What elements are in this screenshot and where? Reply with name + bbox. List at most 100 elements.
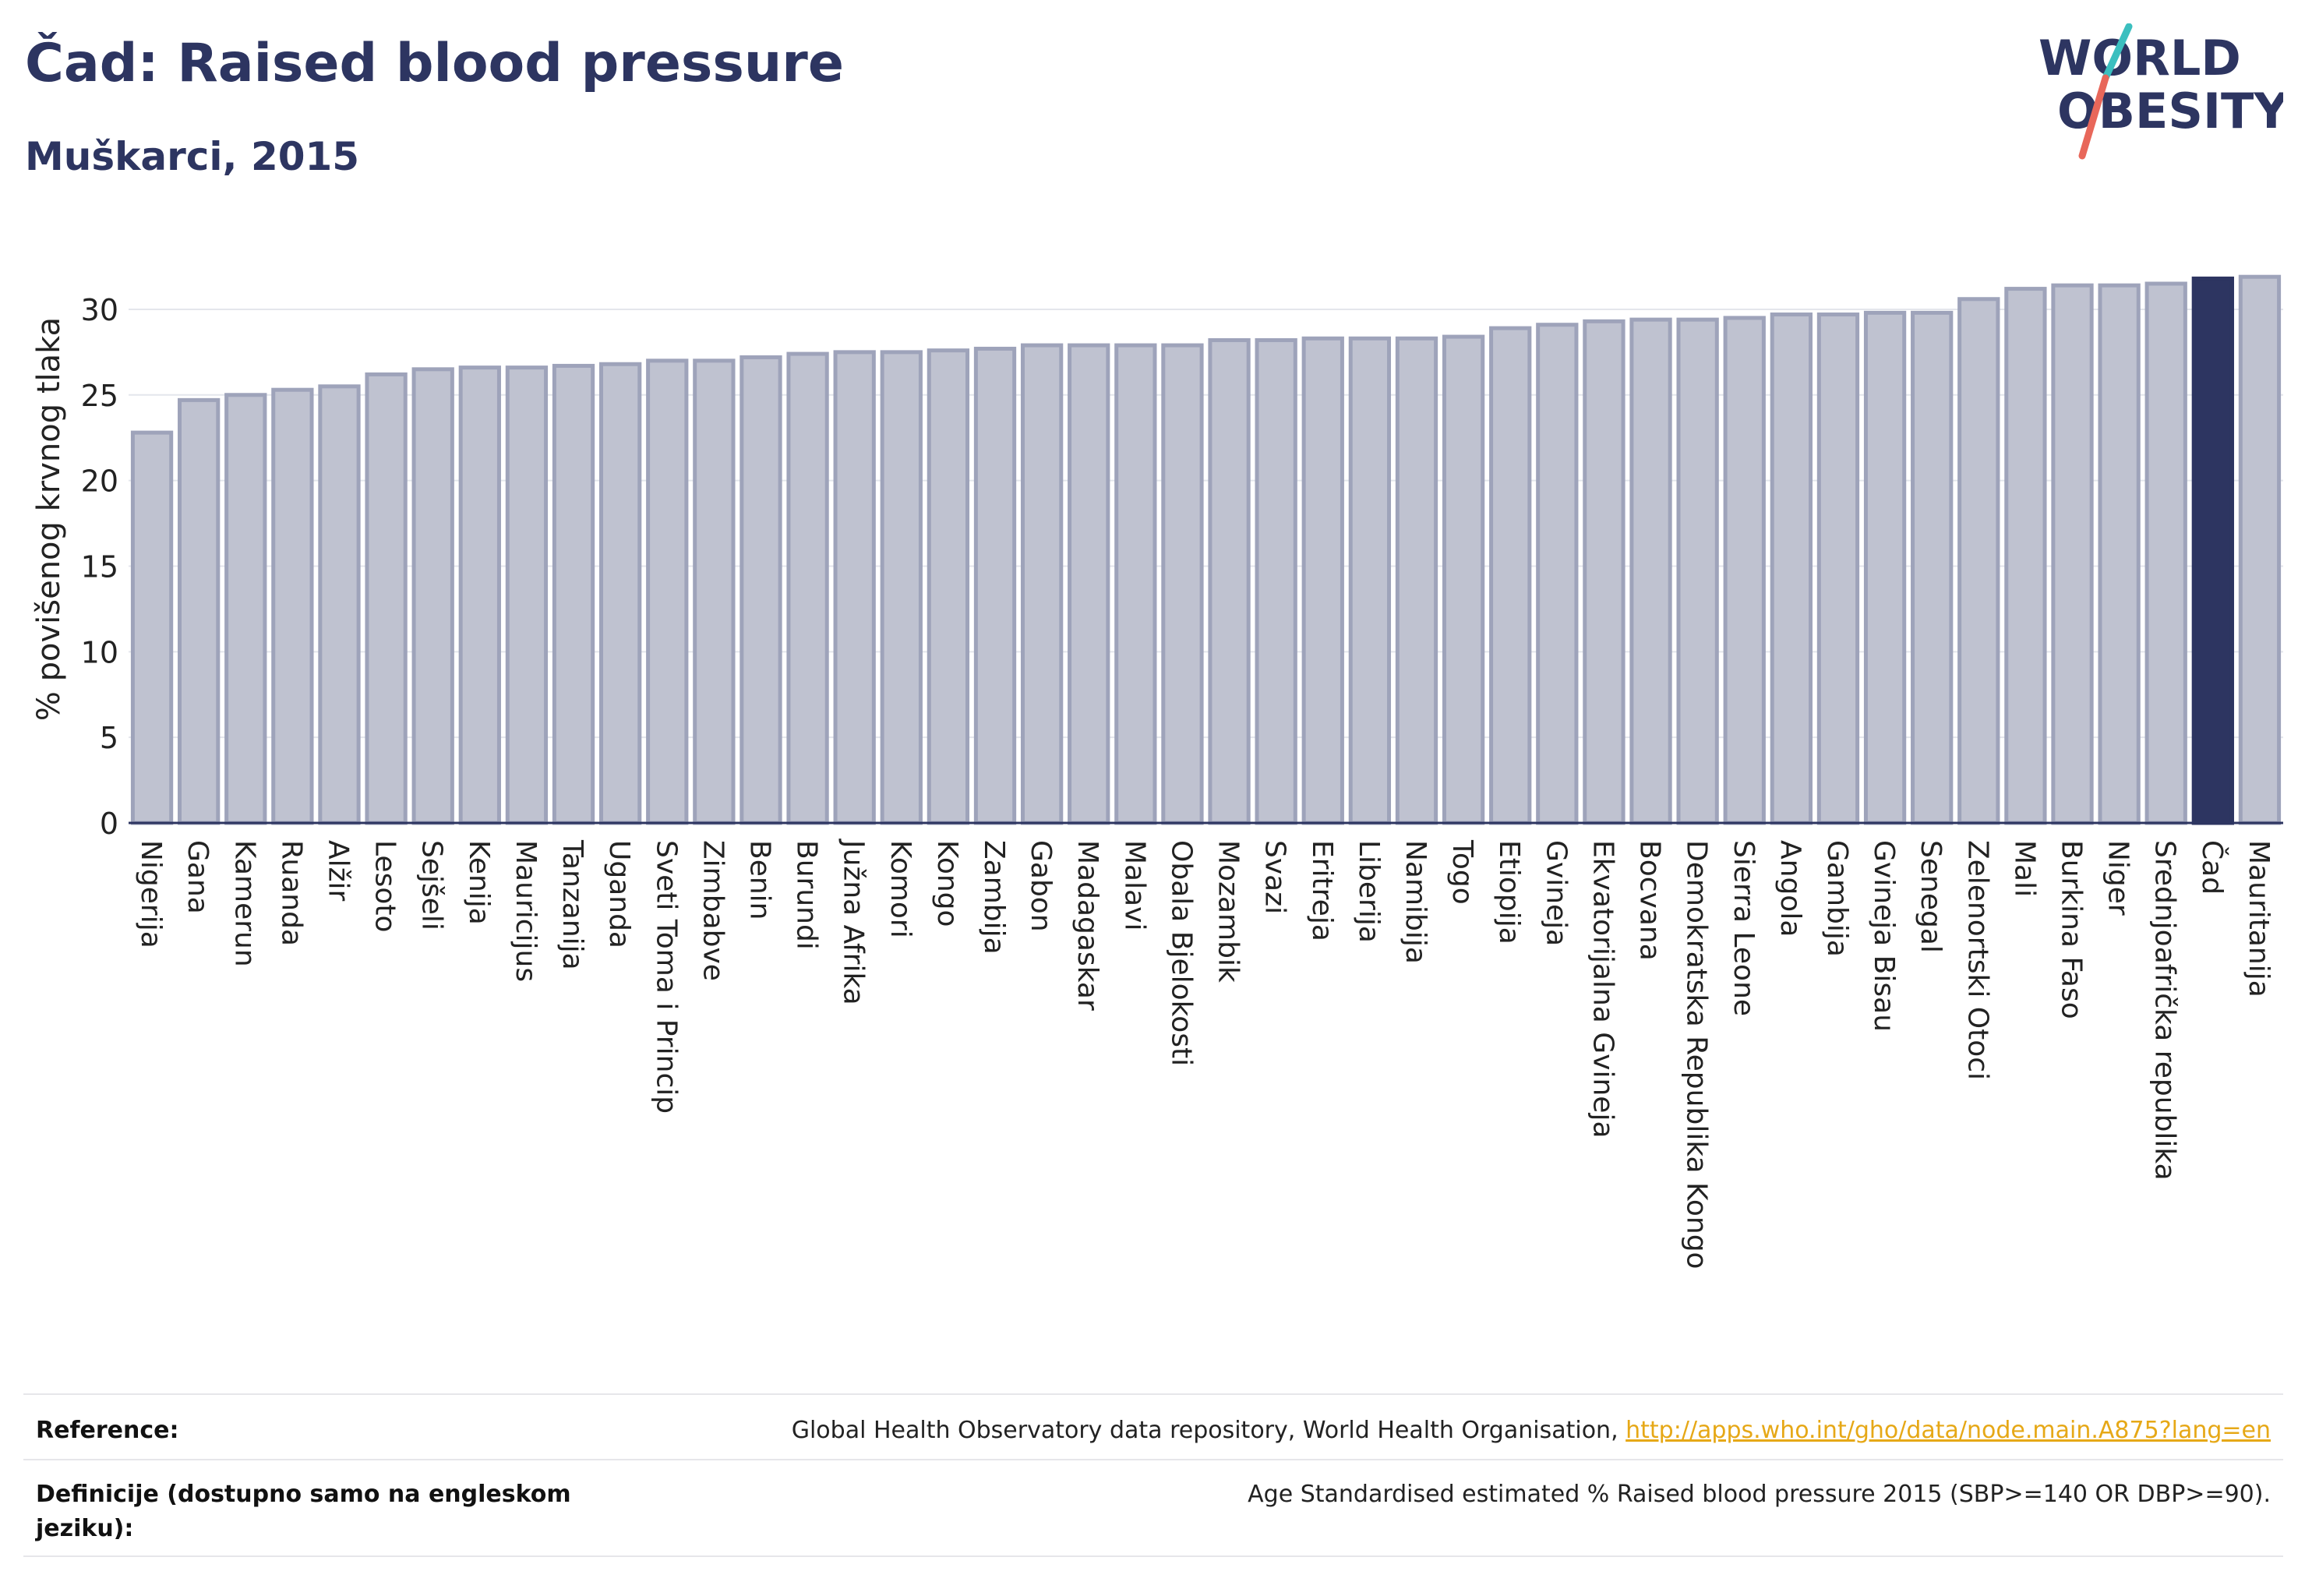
y-tick-label: 0 [100,807,118,841]
bar [411,367,454,825]
bar [1068,343,1110,825]
x-tick-label: Malavi [1118,840,1150,931]
page-subtitle: Muškarci, 2015 [25,134,360,179]
world-obesity-logo: WORLD OBESITY [2038,23,2283,160]
x-tick-label: Senegal [1915,840,1947,953]
bar [2238,274,2282,825]
bar [130,430,174,825]
y-axis-title: % povišenog krvnog tlaka [31,317,67,721]
x-tick-label: Gvineja Bisau [1868,840,1900,1032]
bar [178,397,221,825]
bar [833,350,876,825]
bar [2051,283,2094,825]
x-tick-label: Angola [1774,840,1806,937]
x-tick-label: Burkina Faso [2056,840,2088,1019]
x-tick-label: Uganda [603,840,635,948]
bar [740,355,782,825]
x-tick-label: Burundi [791,840,823,950]
x-tick-label: Kamerun [228,840,260,967]
footer-divider-bottom [23,1555,2283,1557]
x-tick-label: Liberija [1353,840,1385,943]
bar [693,358,736,825]
x-tick-label: Mauritanija [2243,840,2275,998]
reference-link[interactable]: http://apps.who.int/gho/data/node.main.A… [1626,1417,2271,1444]
x-tick-label: Ekvatorijalna Gvineja [1587,840,1618,1139]
bar [552,363,595,825]
x-tick-label: Zambija [978,840,1010,955]
x-tick-label: Demokratska Republika Kongo [1681,840,1713,1269]
x-tick-label: Sierra Leone [1728,840,1760,1016]
x-tick-label: Niger [2102,840,2134,916]
logo-slash-teal [2102,23,2133,82]
bar [1395,336,1438,825]
bar [1863,310,1907,825]
bar-chart: 0 5 10 15 20 25 30 Nigerija Gana Kamerun Ruanda Al… [31,274,2283,1269]
x-tick-labels: Nigerija Gana Kamerun Ruanda Alžir Lesoto Sejš… [135,839,2275,1269]
x-tick-label: Zimbabve [697,840,729,981]
bar [271,387,314,825]
bar [1536,323,1579,825]
bar [927,348,970,825]
bar [1020,343,1064,825]
bar [1583,319,1626,825]
bar [2098,283,2141,825]
bar [1816,312,1860,825]
x-tick-label: Svazi [1259,840,1291,914]
reference-text: Global Health Observatory data repositor… [792,1414,2271,1448]
x-tick-label: Eritreja [1306,840,1338,941]
x-tick-label: Srednjoafrička republika [2149,840,2181,1181]
logo-slash-red [2078,74,2109,160]
bar [1301,336,1344,825]
bar [1208,337,1251,825]
y-tick-label: 5 [100,721,118,755]
bar [365,372,408,825]
y-tick-label: 20 [81,464,118,499]
bar [1911,310,1954,825]
x-tick-label: Kenija [463,840,495,925]
bar [1629,317,1672,825]
definition-label: Definicije (dostupno samo na engleskom j… [36,1481,571,1542]
bar [1489,326,1532,825]
definition-text: Age Standardised estimated % Raised bloo… [1248,1481,2271,1508]
x-tick-label: Komori [884,840,916,938]
bar [1161,343,1204,825]
reference-label: Reference: [36,1417,179,1444]
x-tick-label: Lesoto [369,840,401,933]
x-tick-label: Ruanda [275,840,307,946]
x-tick-label: Mauricijus [510,840,542,982]
bar [1348,336,1392,825]
x-tick-label: Gana [182,840,214,914]
footer-divider-middle [23,1459,2283,1460]
x-tick-label: Gabon [1025,840,1057,932]
bar [2004,287,2047,825]
y-tick-label: 25 [81,379,118,413]
x-tick-label: Gambija [1821,840,1853,957]
y-tick-label: 30 [81,293,118,327]
x-tick-label: Gvineja [1540,840,1572,946]
bar [224,393,267,825]
bar [880,350,923,825]
x-tick-label: Čad [2196,840,2229,895]
bar [505,365,549,825]
bar [1770,312,1813,825]
page-title: Čad: Raised blood pressure [25,33,844,94]
reference-source: Global Health Observatory data repositor… [791,1417,1626,1444]
x-tick-label: Sejšeli [416,840,448,930]
x-tick-label: Togo [1446,839,1478,905]
x-tick-label: Južna Afrika [838,839,870,1005]
x-tick-label: Sveti Toma i Princip [650,840,682,1114]
logo-line-1: WORLD [2038,30,2241,87]
bar [646,358,689,825]
x-tick-label: Tanzanija [556,839,588,970]
bar [1255,337,1297,825]
y-tick-label: 15 [81,549,118,584]
y-tick-label: 10 [81,635,118,669]
bar-layer [130,274,2282,825]
x-tick-label: Alžir [322,840,354,902]
x-tick-label: Namibija [1400,840,1431,964]
x-tick-label: Kongo [931,840,963,927]
bar [973,346,1017,825]
bar [786,351,829,825]
x-tick-label: Bocvana [1634,840,1666,961]
footer-divider-top [23,1393,2283,1395]
